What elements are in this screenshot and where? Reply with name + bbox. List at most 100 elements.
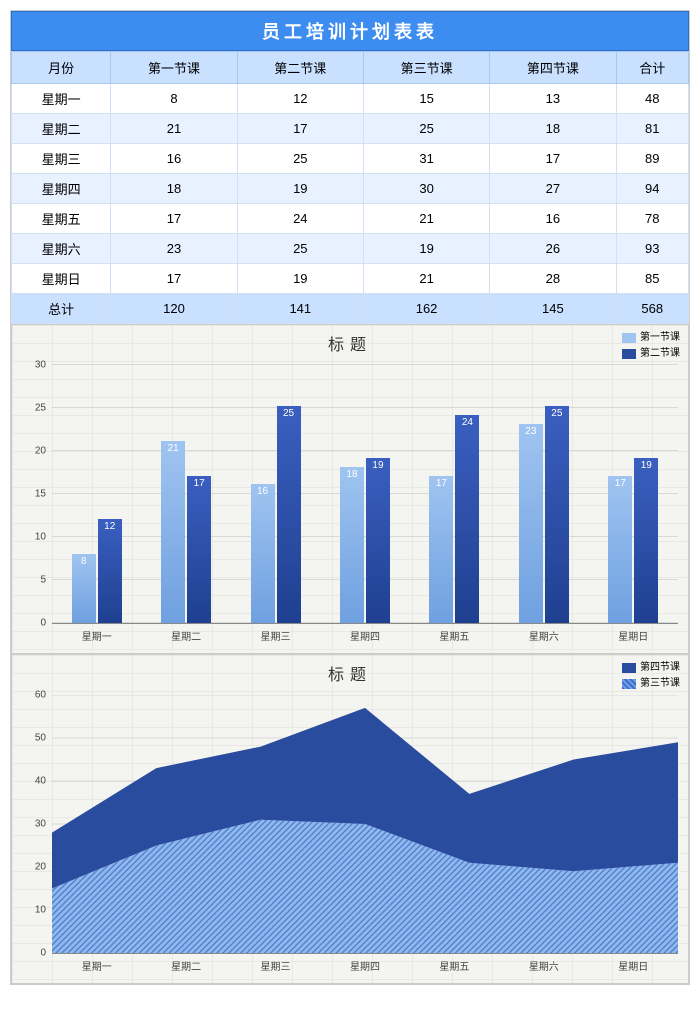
bar-value-label: 12: [98, 521, 122, 532]
y-tick-label: 0: [40, 618, 46, 629]
table-row: 星期六2325192693: [12, 234, 689, 264]
table-cell: 星期三: [12, 144, 111, 174]
table-header-cell: 第一节课: [111, 52, 237, 84]
table-cell: 23: [111, 234, 237, 264]
bar-value-label: 17: [187, 478, 211, 489]
y-tick-label: 25: [35, 403, 46, 414]
bar-group: 1719: [589, 458, 678, 623]
table-cell: 48: [616, 84, 689, 114]
area-chart-xaxis: 星期一星期二星期三星期四星期五星期六星期日: [52, 953, 678, 983]
table-cell: 12: [237, 84, 363, 114]
legend-label: 第三节课: [640, 677, 680, 691]
table-cell: 16: [490, 204, 616, 234]
legend-item: 第三节课: [622, 677, 680, 691]
table-cell: 18: [490, 114, 616, 144]
bar-group: 1625: [231, 406, 320, 623]
x-tick-label: 星期五: [410, 623, 499, 653]
bar-chart-xaxis: 星期一星期二星期三星期四星期五星期六星期日: [52, 623, 678, 653]
table-cell: 17: [490, 144, 616, 174]
table-cell: 星期一: [12, 84, 111, 114]
legend-swatch: [622, 333, 636, 343]
x-tick-label: 星期三: [231, 953, 320, 983]
table-cell: 17: [111, 264, 237, 294]
table-cell: 27: [490, 174, 616, 204]
bar-group: 2325: [499, 406, 588, 623]
y-tick-label: 5: [40, 575, 46, 586]
table-cell: 81: [616, 114, 689, 144]
area-chart-plot: [52, 695, 678, 953]
table-cell: 21: [111, 114, 237, 144]
bar: 19: [634, 458, 658, 623]
bar-value-label: 23: [519, 426, 543, 437]
table-cell: 89: [616, 144, 689, 174]
bar-value-label: 24: [455, 417, 479, 428]
y-tick-label: 50: [35, 733, 46, 744]
x-tick-label: 星期二: [141, 623, 230, 653]
bar-group: 1819: [320, 458, 409, 623]
y-tick-label: 20: [35, 862, 46, 873]
table-cell: 总计: [12, 294, 111, 324]
table-cell: 78: [616, 204, 689, 234]
x-tick-label: 星期四: [320, 623, 409, 653]
table-cell: 25: [237, 234, 363, 264]
area-chart-title: 标题: [328, 661, 372, 685]
table-cell: 星期四: [12, 174, 111, 204]
table-cell: 94: [616, 174, 689, 204]
bar: 17: [429, 476, 453, 623]
x-tick-label: 星期日: [589, 623, 678, 653]
bar-value-label: 25: [545, 408, 569, 419]
table-cell: 162: [363, 294, 489, 324]
y-tick-label: 10: [35, 905, 46, 916]
table-cell: 18: [111, 174, 237, 204]
y-tick-label: 30: [35, 360, 46, 371]
table-header-cell: 月份: [12, 52, 111, 84]
bar: 18: [340, 467, 364, 623]
bar-value-label: 18: [340, 469, 364, 480]
x-tick-label: 星期六: [499, 953, 588, 983]
training-table: 月份第一节课第二节课第三节课第四节课合计 星期一812151348星期二2117…: [11, 51, 689, 324]
page-title: 员工培训计划表表: [11, 11, 689, 51]
bar-value-label: 21: [161, 443, 185, 454]
table-row: 星期五1724211678: [12, 204, 689, 234]
y-tick-label: 10: [35, 532, 46, 543]
table-row: 星期一812151348: [12, 84, 689, 114]
table-cell: 120: [111, 294, 237, 324]
bar-group: 21 17: [141, 441, 230, 623]
table-cell: 26: [490, 234, 616, 264]
bar: 17: [608, 476, 632, 623]
area-chart-legend: 第四节课第三节课: [622, 661, 680, 693]
table-cell: 25: [237, 144, 363, 174]
table-cell: 17: [237, 114, 363, 144]
table-total-row: 总计120141162145568: [12, 294, 689, 324]
table-header-cell: 第二节课: [237, 52, 363, 84]
y-tick-label: 60: [35, 690, 46, 701]
bar-chart-panel: 标题 第一节课第二节课 051015202530 812211716251819…: [11, 324, 689, 654]
legend-swatch: [622, 679, 636, 689]
table-cell: 星期二: [12, 114, 111, 144]
table-cell: 93: [616, 234, 689, 264]
legend-label: 第二节课: [640, 347, 680, 361]
bar: 12: [98, 519, 122, 623]
bar-chart-title: 标题: [328, 331, 372, 355]
bar: 21: [161, 441, 185, 623]
table-cell: 8: [111, 84, 237, 114]
table-cell: 16: [111, 144, 237, 174]
table-cell: 星期日: [12, 264, 111, 294]
bar-value-label: 19: [366, 460, 390, 471]
table-cell: 28: [490, 264, 616, 294]
bar-group: 812: [52, 519, 141, 623]
table-cell: 19: [237, 174, 363, 204]
table-header-cell: 第三节课: [363, 52, 489, 84]
y-tick-label: 40: [35, 776, 46, 787]
table-cell: 85: [616, 264, 689, 294]
table-header-cell: 合计: [616, 52, 689, 84]
table-cell: 31: [363, 144, 489, 174]
bar-value-label: 17: [608, 478, 632, 489]
area-chart-panel: 标题 第四节课第三节课 0102030405060 星期一星期二星期三星期四星期…: [11, 654, 689, 984]
bar: 19: [366, 458, 390, 623]
bar-chart-plot: 812211716251819172423251719: [52, 365, 678, 623]
bar: 17: [187, 476, 211, 623]
table-row: 星期日1719212885: [12, 264, 689, 294]
y-tick-label: 15: [35, 489, 46, 500]
page-container: 员工培训计划表表 月份第一节课第二节课第三节课第四节课合计 星期一8121513…: [10, 10, 690, 985]
